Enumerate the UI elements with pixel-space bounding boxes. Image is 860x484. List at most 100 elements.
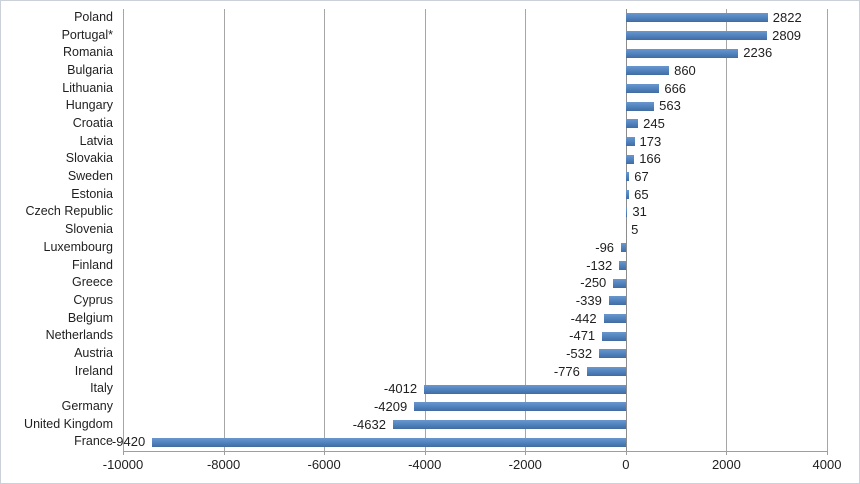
bar (625, 31, 768, 41)
category-label: Romania (62, 45, 113, 60)
x-tick-label: 4000 (812, 457, 842, 472)
bar (625, 48, 739, 58)
category-label: Luxembourg (43, 239, 114, 254)
value-label: -4632 (352, 416, 386, 432)
bar (625, 207, 628, 217)
x-tick-mark (223, 451, 225, 455)
bar (625, 101, 655, 111)
value-label: 166 (639, 151, 661, 167)
x-tick-mark (726, 451, 728, 455)
category-label: Croatia (72, 116, 113, 131)
bar (621, 243, 626, 253)
gridline (424, 9, 426, 451)
value-label: -471 (569, 328, 596, 344)
category-label: Slovakia (65, 151, 113, 166)
value-label: -9420 (111, 434, 146, 450)
bar (414, 402, 626, 412)
bar (392, 419, 626, 429)
category-label: Greece (72, 275, 113, 290)
category-label: Austria (74, 345, 113, 360)
value-label: -250 (580, 275, 607, 291)
category-label: Belgium (67, 310, 113, 325)
x-tick-mark (324, 451, 326, 455)
x-tick-label: -4000 (408, 457, 442, 472)
category-label: Slovenia (65, 222, 113, 237)
x-tick-mark (827, 451, 828, 455)
x-tick-label: -10000 (102, 457, 144, 472)
bar (602, 331, 626, 341)
value-label: -4012 (383, 381, 418, 397)
bar (603, 313, 626, 323)
category-label: Netherlands (45, 328, 113, 343)
category-label: Portugal* (61, 27, 113, 42)
value-label: 67 (634, 169, 649, 185)
value-label: 31 (632, 204, 647, 220)
x-tick-label: 0 (622, 457, 630, 472)
bar (625, 154, 635, 164)
bar (625, 172, 630, 182)
x-tick-mark (424, 451, 426, 455)
bar (619, 260, 626, 270)
gridline (123, 9, 124, 451)
value-label: 860 (674, 63, 696, 79)
zero-axis-line (625, 9, 627, 451)
category-label: Lithuania (62, 80, 113, 95)
x-tick-label: 2000 (711, 457, 741, 472)
category-label: Italy (90, 381, 113, 396)
x-tick-mark (525, 451, 527, 455)
category-label: Sweden (67, 169, 113, 184)
value-label: 2822 (772, 10, 802, 25)
value-label: -4209 (373, 398, 408, 414)
bar (625, 66, 670, 76)
value-label: 5 (631, 222, 639, 238)
value-label: 563 (659, 98, 681, 114)
value-label: 666 (664, 80, 687, 96)
bar (625, 137, 635, 147)
category-label: Poland (74, 10, 113, 24)
bar (424, 384, 626, 394)
x-axis-line (123, 451, 828, 452)
category-label: Ireland (74, 363, 113, 378)
bar (613, 278, 626, 288)
category-label: Estonia (71, 186, 113, 201)
value-label: -442 (570, 310, 597, 326)
category-label: Germany (61, 398, 113, 413)
gridline (324, 9, 326, 451)
x-tick-label: -8000 (206, 457, 241, 472)
category-label: France (74, 434, 113, 449)
value-label: -96 (595, 239, 615, 255)
bar (625, 119, 639, 129)
value-label: -132 (586, 257, 613, 273)
category-label: United Kingdom (24, 416, 113, 431)
gridline (827, 9, 828, 451)
gridline (726, 9, 728, 451)
category-label: Czech Republic (25, 204, 113, 219)
x-tick-label: -2000 (508, 457, 542, 472)
value-label: 173 (639, 133, 662, 149)
bar (608, 296, 626, 306)
category-label: Bulgaria (67, 63, 113, 78)
category-label: Cyprus (73, 292, 113, 307)
gridline (525, 9, 527, 451)
value-label: -776 (553, 363, 580, 379)
bar (599, 349, 626, 359)
value-label: -532 (566, 345, 593, 361)
gridline (223, 9, 225, 451)
value-label: 245 (643, 116, 665, 132)
category-label: Latvia (79, 133, 113, 148)
value-label: 2236 (743, 45, 773, 61)
x-tick-label: -6000 (307, 457, 341, 472)
bar (586, 366, 626, 376)
value-label: 65 (634, 186, 649, 202)
value-label: -339 (575, 292, 602, 308)
category-label: Hungary (65, 98, 113, 113)
bar (625, 13, 768, 23)
value-label: 2809 (772, 27, 802, 43)
bar (625, 190, 630, 200)
category-label: Finland (72, 257, 113, 272)
x-tick-mark (625, 451, 627, 455)
bar (625, 84, 660, 94)
bar (152, 437, 626, 447)
x-tick-mark (123, 451, 124, 455)
